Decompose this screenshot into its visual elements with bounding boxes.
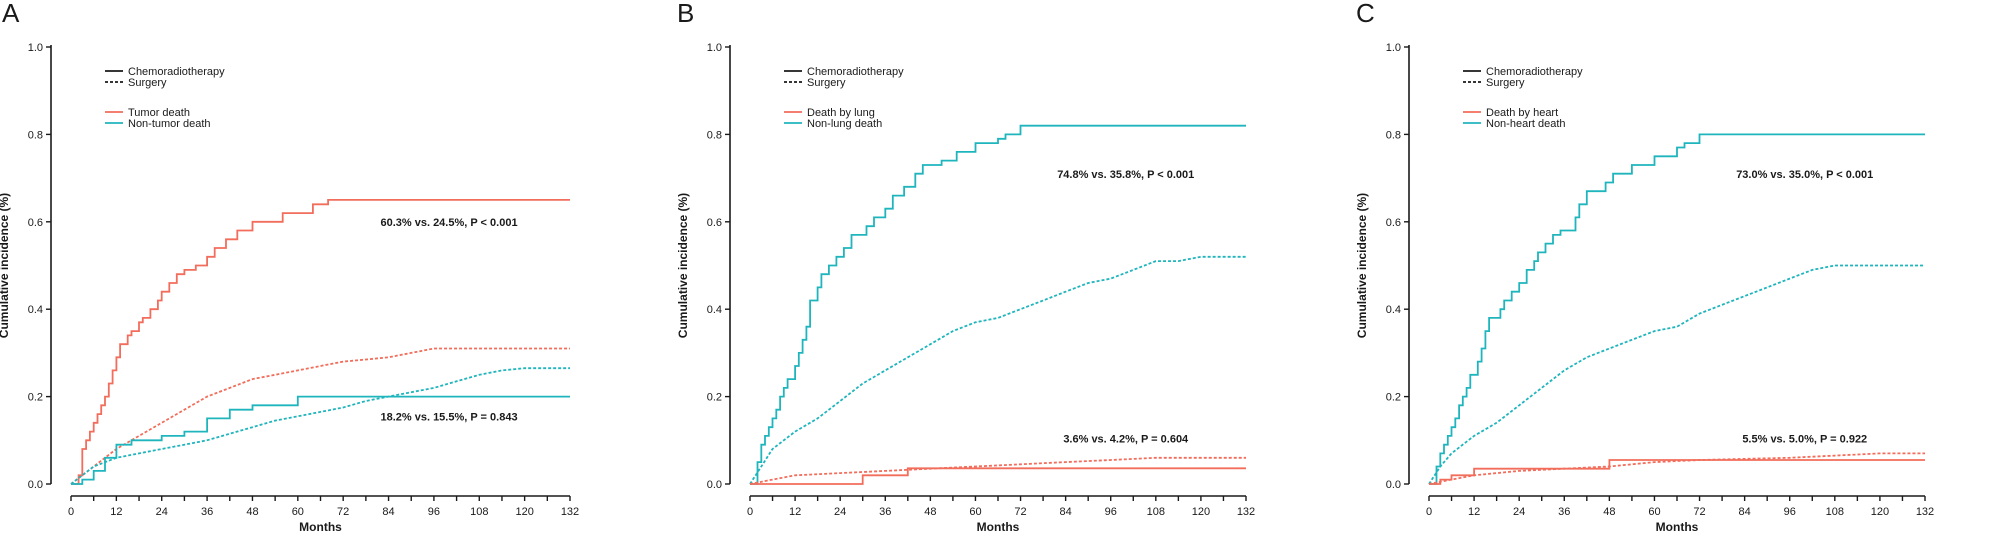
x-tick-label: 120 bbox=[1192, 506, 1210, 518]
y-axis-title: Cumulative incidence (%) bbox=[676, 193, 690, 338]
x-tick-label: 96 bbox=[1105, 506, 1117, 518]
y-tick-label: 0.2 bbox=[28, 392, 43, 404]
y-tick-label: 1.0 bbox=[1386, 42, 1401, 54]
annotation-text: 60.3% vs. 24.5%, P < 0.001 bbox=[380, 217, 517, 229]
x-tick-label: 0 bbox=[68, 506, 74, 518]
x-axis-title: Months bbox=[1656, 520, 1699, 534]
x-tick-label: 12 bbox=[1468, 506, 1480, 518]
y-tick-label: 0.8 bbox=[28, 129, 43, 141]
x-tick-label: 0 bbox=[747, 506, 753, 518]
y-tick-label: 0.2 bbox=[1386, 392, 1401, 404]
annotation-text: 73.0% vs. 35.0%, P < 0.001 bbox=[1736, 169, 1873, 181]
series-line bbox=[750, 124, 1246, 485]
y-tick-label: 0.6 bbox=[707, 217, 722, 229]
legend-style-label: Surgery bbox=[1486, 77, 1525, 89]
annotation-text: 74.8% vs. 35.8%, P < 0.001 bbox=[1057, 169, 1194, 181]
y-tick-label: 0.8 bbox=[707, 129, 722, 141]
x-tick-label: 24 bbox=[834, 506, 846, 518]
x-tick-label: 132 bbox=[1237, 506, 1255, 518]
panel-label: B bbox=[677, 0, 694, 28]
x-tick-label: 24 bbox=[1513, 506, 1525, 518]
x-tick-label: 24 bbox=[156, 506, 168, 518]
series-line bbox=[71, 199, 570, 485]
x-tick-label: 108 bbox=[1826, 506, 1844, 518]
legend-color-label: Death by heart bbox=[1486, 107, 1558, 119]
x-tick-label: 120 bbox=[1871, 506, 1889, 518]
y-axis-title: Cumulative incidence (%) bbox=[0, 193, 11, 338]
x-tick-label: 60 bbox=[292, 506, 304, 518]
x-tick-label: 60 bbox=[969, 506, 981, 518]
x-tick-label: 84 bbox=[1060, 506, 1072, 518]
x-tick-label: 60 bbox=[1648, 506, 1660, 518]
legend-color-label: Non-heart death bbox=[1486, 118, 1566, 130]
legend-color-label: Non-tumor death bbox=[128, 118, 211, 130]
series-line bbox=[1428, 264, 1925, 485]
y-tick-label: 0.8 bbox=[1386, 129, 1401, 141]
x-tick-label: 48 bbox=[246, 506, 258, 518]
x-tick-label: 12 bbox=[110, 506, 122, 518]
legend-color-label: Tumor death bbox=[128, 107, 190, 119]
x-tick-label: 72 bbox=[337, 506, 349, 518]
x-tick-label: 84 bbox=[1739, 506, 1751, 518]
x-tick-label: 36 bbox=[201, 506, 213, 518]
y-tick-label: 0.0 bbox=[28, 479, 43, 491]
series-line bbox=[749, 456, 1246, 485]
y-tick-label: 1.0 bbox=[707, 42, 722, 54]
y-tick-label: 1.0 bbox=[28, 42, 43, 54]
x-tick-label: 108 bbox=[1147, 506, 1165, 518]
legend-style-label: Surgery bbox=[807, 77, 846, 89]
annotation-text: 3.6% vs. 4.2%, P = 0.604 bbox=[1063, 433, 1189, 445]
x-tick-label: 132 bbox=[561, 506, 579, 518]
series-line bbox=[1429, 133, 1925, 485]
series-line bbox=[71, 395, 570, 485]
y-tick-label: 0.4 bbox=[707, 304, 722, 316]
legend-color-label: Non-lung death bbox=[807, 118, 882, 130]
y-tick-label: 0.4 bbox=[28, 304, 43, 316]
y-axis-title: Cumulative incidence (%) bbox=[1355, 193, 1369, 338]
x-axis-title: Months bbox=[977, 520, 1020, 534]
panel-b: B 0.0 0.2 0.4 0.6 0.8 1.0 0 12 24 36 48 60 72 84 96 108 1… bbox=[676, 0, 1255, 534]
y-tick-label: 0.6 bbox=[28, 217, 43, 229]
annotation-text: 18.2% vs. 15.5%, P = 0.843 bbox=[380, 412, 517, 424]
x-axis-title: Months bbox=[299, 520, 342, 534]
x-tick-label: 36 bbox=[1558, 506, 1570, 518]
legend-style-label: Surgery bbox=[128, 77, 167, 89]
legend-style-label: Chemoradiotherapy bbox=[1486, 66, 1583, 78]
y-tick-label: 0.0 bbox=[707, 479, 722, 491]
x-tick-label: 132 bbox=[1916, 506, 1934, 518]
x-tick-label: 48 bbox=[1603, 506, 1615, 518]
x-tick-label: 96 bbox=[1784, 506, 1796, 518]
legend-color-label: Death by lung bbox=[807, 107, 875, 119]
legend-style-label: Chemoradiotherapy bbox=[128, 66, 225, 78]
y-tick-label: 0.2 bbox=[707, 392, 722, 404]
x-tick-label: 48 bbox=[924, 506, 936, 518]
x-tick-label: 120 bbox=[515, 506, 533, 518]
x-tick-label: 72 bbox=[1014, 506, 1026, 518]
x-tick-label: 36 bbox=[879, 506, 891, 518]
y-tick-label: 0.0 bbox=[1386, 479, 1401, 491]
series-line bbox=[1428, 452, 1925, 485]
series-line bbox=[70, 367, 570, 485]
panel-a: A 0.0 0.2 0.4 0.6 0.8 1.0 0 12 24 36 48 60 72 84 96 108 1… bbox=[0, 0, 579, 534]
x-tick-label: 0 bbox=[1426, 506, 1432, 518]
panel-label: A bbox=[2, 0, 20, 28]
x-tick-label: 84 bbox=[382, 506, 394, 518]
panel-label: C bbox=[1356, 0, 1375, 28]
x-tick-label: 12 bbox=[789, 506, 801, 518]
panel-c: C 0.0 0.2 0.4 0.6 0.8 1.0 0 12 24 36 48 60 72 84 96 108 1… bbox=[1355, 0, 1934, 534]
legend-style-label: Chemoradiotherapy bbox=[807, 66, 904, 78]
x-tick-label: 108 bbox=[470, 506, 488, 518]
y-tick-label: 0.4 bbox=[1386, 304, 1401, 316]
y-tick-label: 0.6 bbox=[1386, 217, 1401, 229]
series-line bbox=[749, 255, 1246, 485]
x-tick-label: 96 bbox=[428, 506, 440, 518]
x-tick-label: 72 bbox=[1693, 506, 1705, 518]
annotation-text: 5.5% vs. 5.0%, P = 0.922 bbox=[1742, 433, 1867, 445]
series-line bbox=[750, 467, 1246, 485]
